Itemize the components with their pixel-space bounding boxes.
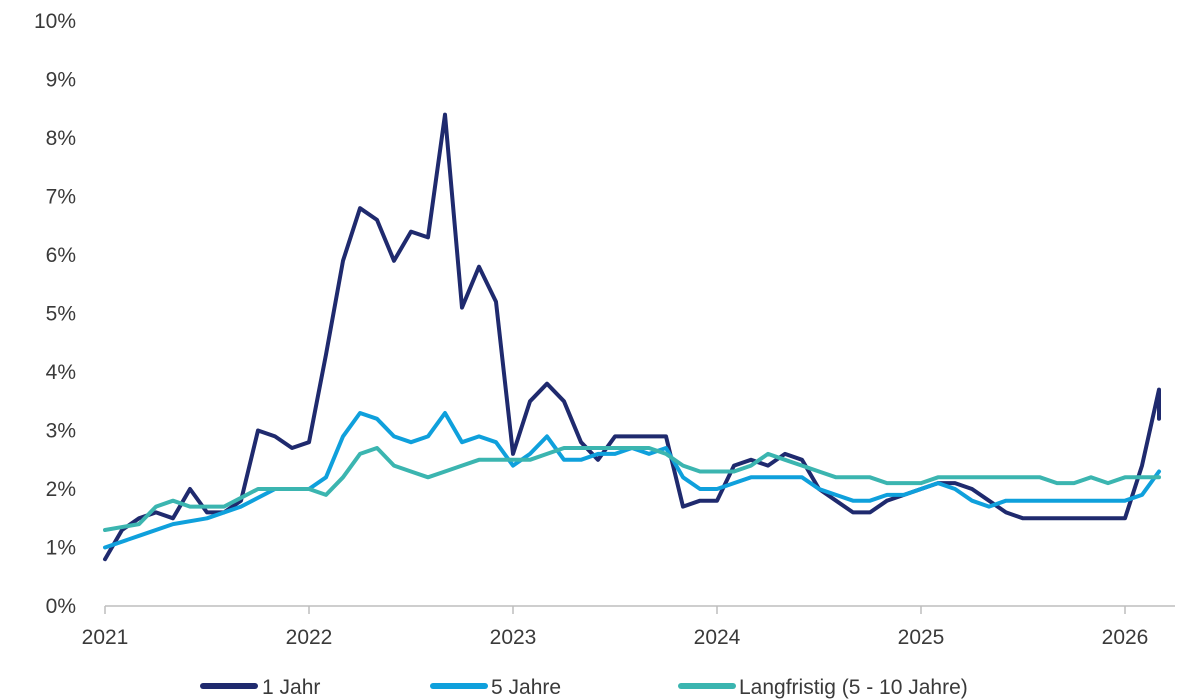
y-tick-label: 10% <box>34 10 76 33</box>
y-tick-label: 0% <box>46 595 76 618</box>
y-tick-label: 8% <box>46 127 76 150</box>
legend: 1 Jahr 5 Jahre Langfristig (5 - 10 Jahre) <box>200 676 968 699</box>
y-tick-label: 4% <box>46 361 76 384</box>
series-line-2 <box>103 411 1161 550</box>
y-tick-label: 7% <box>46 186 76 209</box>
legend-label-3: Langfristig (5 - 10 Jahre) <box>739 676 968 699</box>
series-line-3 <box>103 446 1161 532</box>
x-tick-label: 2026 <box>1102 626 1149 649</box>
y-tick-label: 5% <box>46 303 76 326</box>
y-tick-label: 1% <box>46 537 76 560</box>
x-tick-label: 2025 <box>898 626 945 649</box>
y-axis-ticks: 0% 1% 2% 3% 4% 5% 6% 7% 8% 9% 10% <box>34 10 76 618</box>
series-line-1 <box>103 112 1161 562</box>
x-tick-label: 2023 <box>490 626 537 649</box>
x-tick-label: 2022 <box>286 626 333 649</box>
x-tick-label: 2021 <box>82 626 129 649</box>
legend-label-1: 1 Jahr <box>262 676 320 699</box>
y-tick-label: 2% <box>46 478 76 501</box>
y-tick-label: 9% <box>46 69 76 92</box>
legend-label-2: 5 Jahre <box>491 676 561 699</box>
y-tick-label: 6% <box>46 244 76 267</box>
series-layer <box>103 112 1161 562</box>
y-tick-label: 3% <box>46 420 76 443</box>
x-axis: 2021 2022 2023 2024 2025 2026 <box>82 605 1175 649</box>
x-tick-label: 2024 <box>694 626 741 649</box>
